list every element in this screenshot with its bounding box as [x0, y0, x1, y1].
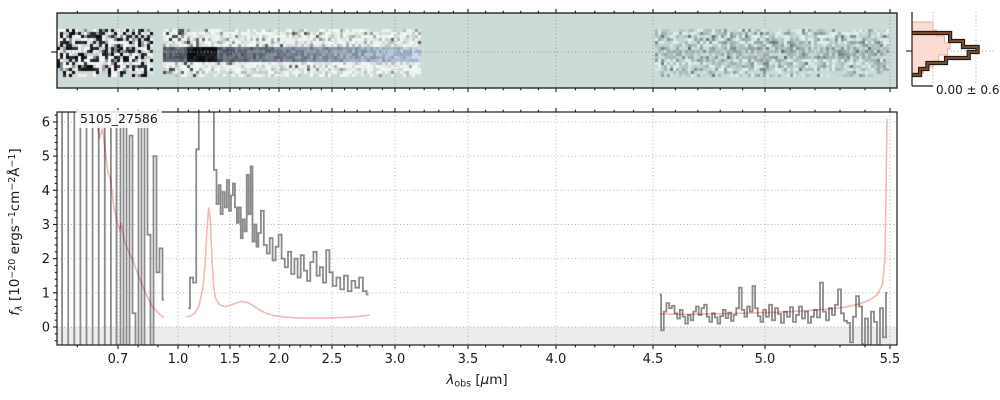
pixel-histogram-panel — [911, 12, 995, 87]
svg-text:3.0: 3.0 — [385, 352, 406, 367]
svg-text:0.7: 0.7 — [108, 352, 129, 367]
svg-text:2.5: 2.5 — [322, 352, 343, 367]
model-continuum-line — [659, 118, 888, 316]
svg-text:1.5: 1.5 — [220, 352, 241, 367]
svg-text:4: 4 — [42, 184, 50, 199]
svg-text:4.0: 4.0 — [546, 352, 567, 367]
svg-text:4.5: 4.5 — [643, 352, 664, 367]
svg-text:5: 5 — [42, 150, 50, 165]
svg-text:5.0: 5.0 — [755, 352, 776, 367]
main-frame — [56, 111, 898, 346]
main-axes — [57, 112, 897, 345]
svg-text:5.5: 5.5 — [880, 352, 901, 367]
observed-spectrum-line — [188, 112, 369, 310]
2d-panel-overlay — [56, 12, 898, 89]
x-tick-labels: 0.7 1.0 1.5 2.0 2.5 3.0 3.5 4.0 4.5 5.0 5.5 — [108, 352, 901, 367]
main-gridlines — [57, 112, 897, 345]
svg-text:1.0: 1.0 — [168, 352, 189, 367]
2d-panel-frame — [56, 12, 898, 89]
below-zero-band — [57, 327, 897, 345]
observed-spectrum-line — [61, 112, 164, 345]
y-axis-label: fλ [10−20 ergs−1cm−2Å−1] — [6, 148, 26, 316]
main-ticks — [51, 9, 912, 349]
svg-text:2: 2 — [42, 252, 50, 267]
svg-text:1: 1 — [42, 286, 50, 301]
hist-reference-fill — [911, 21, 951, 74]
observed-spectrum-line — [659, 281, 888, 345]
spectrum-series — [61, 112, 888, 345]
svg-text:3: 3 — [42, 218, 50, 233]
svg-text:0: 0 — [42, 321, 50, 336]
model-continuum-line — [93, 112, 165, 319]
svg-text:3.5: 3.5 — [458, 352, 479, 367]
hist-line — [912, 32, 979, 76]
2d-spectrum-image — [57, 13, 897, 88]
svg-text:2.0: 2.0 — [269, 352, 290, 367]
y-tick-labels: 0 1 2 3 4 5 6 — [42, 115, 50, 335]
model-continuum-line — [186, 207, 370, 319]
svg-text:6: 6 — [42, 115, 50, 130]
x-axis-label: λobs [μm] — [446, 372, 508, 390]
hist-stats-label: 0.00 ± 0.69 — [936, 83, 1000, 97]
source-id-label: 5105_27586 — [76, 110, 162, 128]
